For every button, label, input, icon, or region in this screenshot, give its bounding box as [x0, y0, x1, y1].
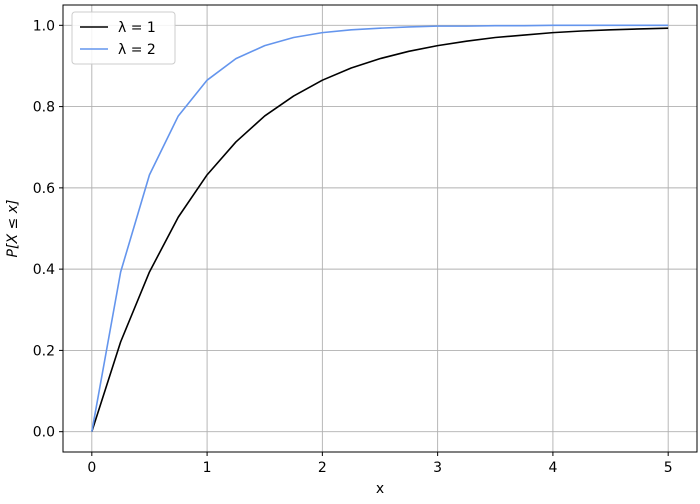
legend-label: λ = 1	[118, 20, 156, 36]
legend-box	[71, 11, 176, 65]
x-axis-label: x	[376, 481, 384, 497]
x-tick-label: 3	[433, 460, 442, 476]
y-tick-label: 0.6	[33, 181, 55, 197]
series-line-2	[91, 24, 669, 432]
legend: λ = 1 λ = 2	[71, 11, 176, 65]
y-tick-label: 0.8	[33, 100, 55, 116]
series-line-1	[91, 27, 669, 432]
y-tick-label: 1.0	[33, 18, 55, 34]
x-tick-label: 0	[87, 460, 96, 476]
y-tick-label: 0.0	[33, 425, 55, 441]
x-tick-label: 1	[203, 460, 212, 476]
y-tick-label: 0.2	[33, 343, 55, 359]
y-tick-label: 0.4	[33, 262, 55, 278]
series-lines	[91, 24, 669, 432]
x-tick-label: 2	[318, 460, 327, 476]
grid	[63, 5, 697, 452]
plot-frame	[62, 4, 698, 453]
y-axis-label: P[X ≤ x]	[5, 200, 21, 258]
x-tick-label: 5	[664, 460, 673, 476]
legend-label: λ = 2	[118, 42, 156, 58]
x-tick-label: 4	[548, 460, 557, 476]
axis-ticks: 0 1 2 3 4 5 0.0 0.2 0.4 0.6 0.8 1.0	[33, 18, 673, 476]
